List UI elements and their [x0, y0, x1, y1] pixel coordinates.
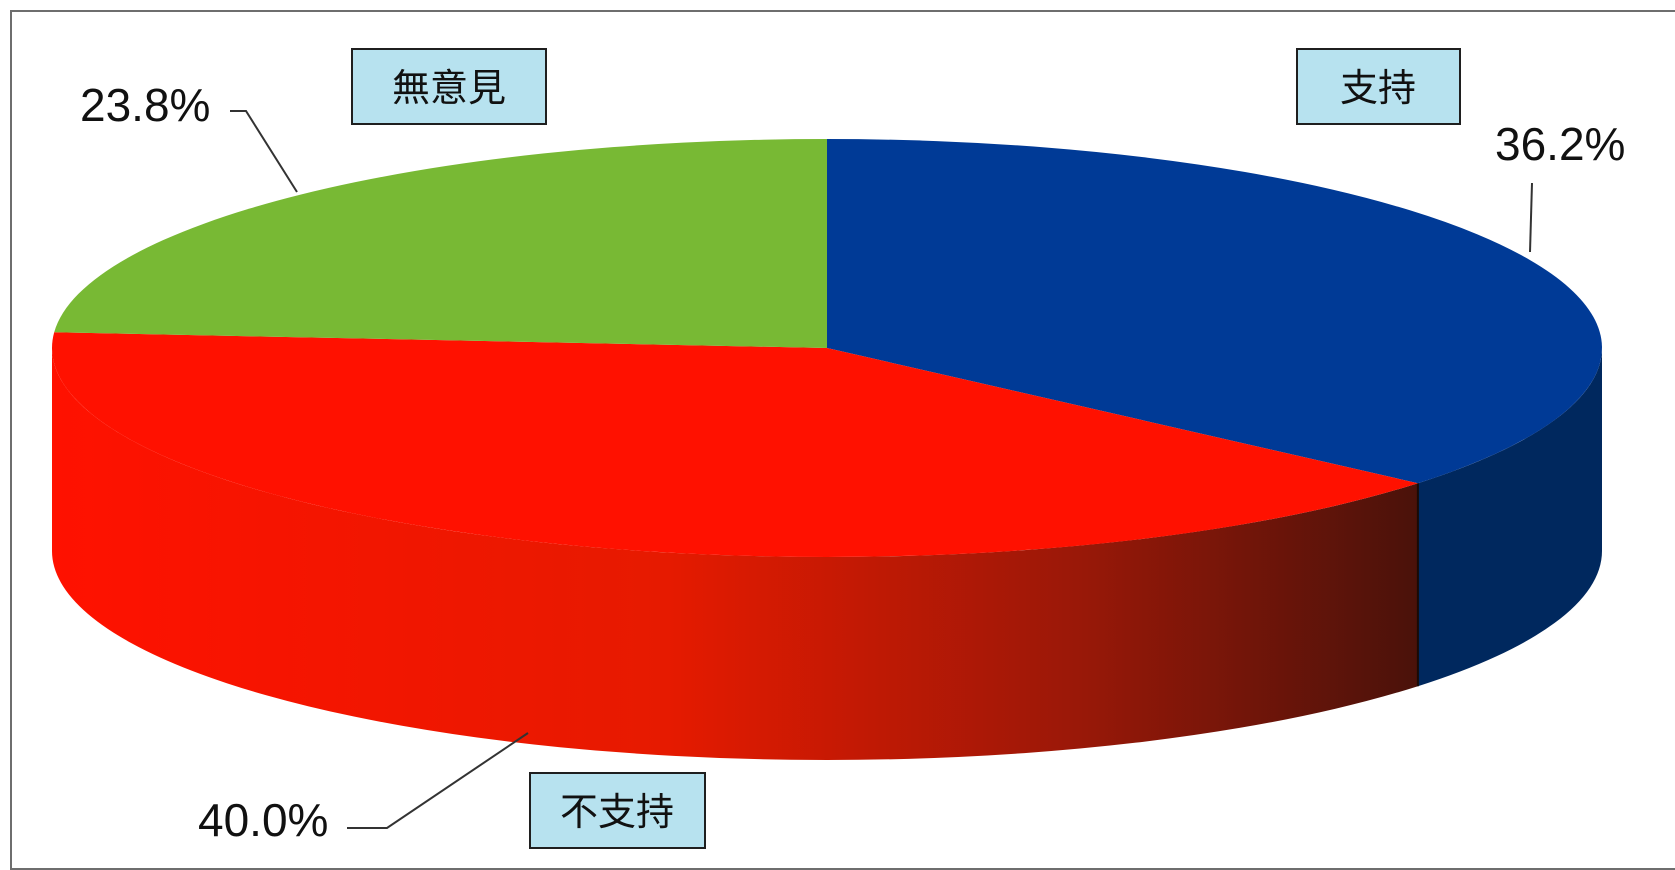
data-label-oppose: 40.0%: [198, 794, 328, 846]
data-label-no-opinion: 23.8%: [80, 79, 210, 131]
pie-side-support: [1417, 348, 1602, 687]
leader-line-support: [1529, 182, 1533, 253]
category-label-oppose: 不支持: [529, 772, 706, 849]
pie-labels: 支持 不支持 無意見 36.2% 40.0% 23.8%: [80, 48, 1625, 849]
pie-sides: [52, 348, 1602, 760]
category-label-no-opinion: 無意見: [351, 48, 547, 125]
pie-slice-no-opinion: [54, 139, 827, 348]
pie-side-oppose: [52, 348, 1418, 760]
pie-slice-support: [827, 139, 1602, 484]
leader-line-oppose: [347, 732, 529, 829]
leader-line-no-opinion: [230, 110, 298, 193]
category-label-support: 支持: [1296, 48, 1461, 125]
category-label-no-opinion-text: 無意見: [392, 66, 506, 110]
category-label-support-text: 支持: [1340, 66, 1416, 110]
category-label-oppose-text: 不支持: [560, 790, 674, 834]
pie-tops: [52, 139, 1602, 557]
data-label-support: 36.2%: [1495, 118, 1625, 170]
pie-slice-oppose: [52, 332, 1418, 557]
